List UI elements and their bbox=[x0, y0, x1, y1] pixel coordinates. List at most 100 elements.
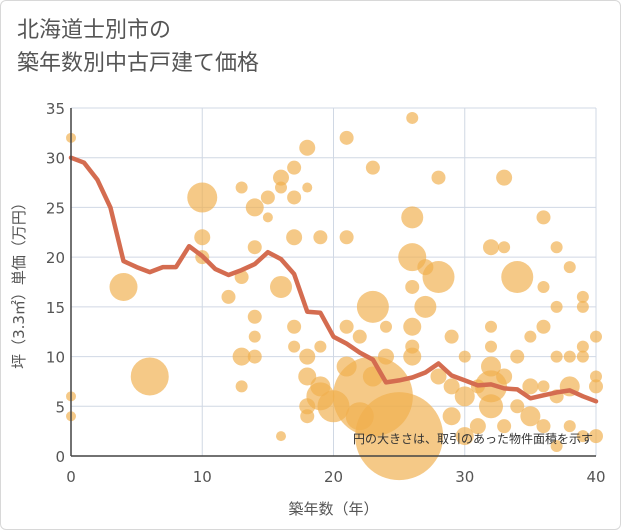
data-point bbox=[520, 406, 541, 427]
data-point bbox=[510, 399, 525, 414]
data-point bbox=[221, 289, 236, 304]
data-point bbox=[563, 350, 576, 363]
y-tick-label: 20 bbox=[46, 249, 65, 267]
data-point bbox=[109, 272, 138, 301]
data-point bbox=[496, 169, 513, 186]
bubble-series bbox=[66, 111, 603, 481]
data-point bbox=[345, 402, 374, 431]
data-point bbox=[417, 259, 434, 276]
data-point bbox=[287, 319, 302, 334]
x-tick-label: 20 bbox=[324, 468, 343, 486]
data-point bbox=[339, 319, 354, 334]
x-tick-label: 30 bbox=[455, 468, 474, 486]
data-point bbox=[536, 419, 551, 434]
data-point bbox=[458, 350, 471, 363]
y-tick-label: 15 bbox=[46, 299, 65, 317]
data-point bbox=[232, 347, 251, 366]
data-point bbox=[537, 380, 550, 393]
data-point bbox=[248, 330, 261, 343]
data-point bbox=[455, 427, 474, 446]
data-point bbox=[510, 349, 525, 364]
data-point bbox=[287, 160, 302, 175]
data-point bbox=[403, 347, 422, 366]
y-tick-label: 5 bbox=[55, 398, 65, 416]
data-point bbox=[524, 330, 537, 343]
y-tick-label: 0 bbox=[55, 448, 65, 466]
data-point bbox=[501, 261, 534, 294]
data-point bbox=[442, 407, 461, 426]
x-axis-title: 築年数（年） bbox=[288, 500, 378, 518]
y-tick-label: 10 bbox=[46, 349, 65, 367]
data-point bbox=[130, 357, 169, 396]
data-point bbox=[247, 309, 262, 324]
average-line bbox=[68, 155, 599, 404]
data-point bbox=[550, 440, 563, 453]
data-point bbox=[536, 319, 551, 334]
data-point bbox=[365, 160, 380, 175]
y-axis-title: 坪（3.3㎡）単価（万円） bbox=[10, 195, 28, 369]
axes bbox=[70, 108, 596, 457]
data-point bbox=[576, 430, 589, 443]
average-line-series bbox=[68, 155, 599, 404]
data-point bbox=[276, 431, 286, 442]
data-point bbox=[286, 229, 303, 246]
data-point bbox=[313, 230, 328, 245]
data-point bbox=[339, 230, 354, 245]
data-point bbox=[405, 279, 420, 294]
y-tick-label: 35 bbox=[46, 100, 65, 118]
chart-title: 北海道士別市の 築年数別中古戸建て価格 bbox=[17, 14, 259, 80]
x-tick-label: 40 bbox=[586, 468, 605, 486]
data-point bbox=[576, 340, 589, 353]
data-point bbox=[356, 290, 389, 323]
x-tick-label: 0 bbox=[66, 468, 76, 486]
data-point bbox=[497, 419, 512, 434]
data-point bbox=[563, 420, 576, 433]
data-point bbox=[339, 130, 354, 145]
data-point bbox=[443, 378, 460, 395]
data-point bbox=[590, 330, 602, 343]
data-point bbox=[550, 350, 563, 363]
data-point bbox=[550, 300, 563, 313]
data-point bbox=[302, 182, 313, 193]
data-point bbox=[536, 210, 551, 225]
data-point bbox=[589, 429, 603, 444]
chart-title-line-1: 北海道士別市の bbox=[17, 18, 172, 43]
data-point bbox=[403, 317, 422, 336]
data-point bbox=[262, 212, 273, 223]
data-point bbox=[235, 181, 248, 194]
data-point bbox=[485, 340, 497, 353]
data-point bbox=[352, 329, 367, 344]
size-note: 円の大きさは、取引のあった物件面積を示す bbox=[353, 431, 593, 446]
data-point bbox=[260, 190, 275, 205]
data-point bbox=[481, 356, 501, 377]
data-point bbox=[247, 240, 262, 255]
data-point bbox=[537, 280, 550, 293]
y-tick-label: 25 bbox=[46, 199, 65, 217]
data-point bbox=[378, 348, 394, 365]
data-point bbox=[496, 368, 513, 385]
data-point bbox=[299, 348, 316, 365]
data-point bbox=[299, 398, 316, 415]
data-point bbox=[405, 339, 420, 354]
data-point bbox=[479, 394, 503, 419]
data-point bbox=[194, 229, 211, 246]
data-point bbox=[406, 111, 419, 124]
data-point bbox=[576, 350, 589, 363]
y-tick-label: 30 bbox=[46, 150, 65, 168]
data-point bbox=[576, 300, 589, 313]
data-point bbox=[550, 241, 563, 254]
data-point bbox=[187, 182, 218, 213]
data-point bbox=[245, 198, 264, 217]
data-point bbox=[589, 379, 603, 394]
data-point bbox=[590, 370, 602, 383]
data-point bbox=[498, 241, 511, 254]
data-point bbox=[298, 367, 317, 386]
data-point bbox=[288, 340, 301, 353]
x-tick-label: 10 bbox=[193, 468, 212, 486]
data-point bbox=[270, 275, 292, 298]
data-point bbox=[380, 320, 392, 333]
data-point bbox=[576, 290, 589, 303]
data-point bbox=[563, 261, 576, 274]
data-point bbox=[287, 190, 302, 205]
